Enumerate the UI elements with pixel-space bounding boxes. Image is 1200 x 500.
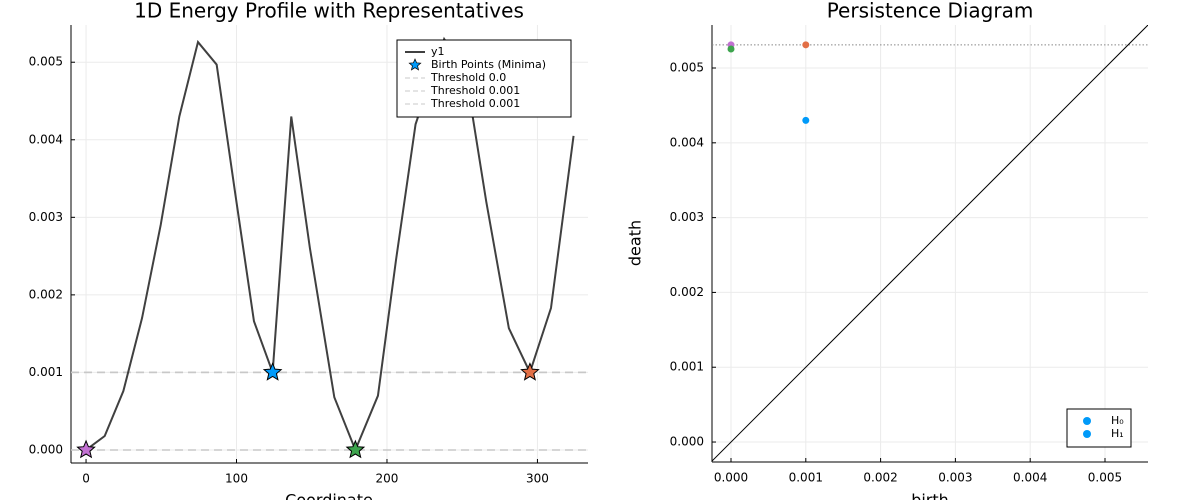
- y-tick-label: 0.001: [29, 365, 63, 379]
- legend-label: y1: [431, 45, 445, 58]
- y-tick-label: 0.005: [29, 55, 63, 69]
- legend-label: Threshold 0.001: [430, 84, 520, 97]
- chart-title: Persistence Diagram: [827, 0, 1034, 23]
- point: [802, 41, 810, 49]
- y-tick-label: 0.002: [670, 285, 704, 299]
- x-tick-label: 0.002: [863, 471, 897, 485]
- star-marker: [262, 362, 283, 381]
- line: [85, 36, 575, 453]
- legend-swatch: [1083, 417, 1091, 425]
- point: [802, 116, 810, 124]
- y-tick-label: 0.003: [29, 210, 63, 224]
- legend-swatch: [1083, 430, 1091, 438]
- legend-swatch: [408, 58, 422, 71]
- x-tick-label: 300: [526, 472, 549, 486]
- y-axis-label: death: [626, 220, 645, 266]
- legend-box: [396, 39, 572, 118]
- y-tick-label: 0.000: [670, 435, 704, 449]
- x-tick-label: 0.003: [938, 471, 972, 485]
- x-tick-label: 200: [376, 472, 399, 486]
- y-tick-label: 0.000: [29, 442, 63, 456]
- legend-box: [1066, 408, 1132, 448]
- y-tick-label: 0.005: [670, 61, 704, 75]
- chart-title: 1D Energy Profile with Representatives: [134, 0, 524, 23]
- x-tick-label: 100: [225, 472, 248, 486]
- star-marker: [76, 439, 96, 459]
- legend-label: Birth Points (Minima): [431, 58, 546, 71]
- plot-area: [712, 25, 1148, 462]
- star-marker: [345, 439, 366, 459]
- x-axis-label: Coordinate: [285, 491, 373, 500]
- y-tick-label: 0.001: [670, 360, 704, 374]
- x-tick-label: 0: [82, 472, 90, 486]
- x-axis-label: birth: [911, 491, 949, 500]
- legend-label: Threshold 0.0: [430, 71, 506, 84]
- y-tick-label: 0.002: [29, 287, 63, 301]
- diagonal: [712, 25, 1148, 462]
- star-marker: [520, 362, 540, 381]
- x-tick-label: 0.001: [789, 471, 823, 485]
- y-tick-label: 0.004: [670, 135, 704, 149]
- x-tick-label: 0.000: [714, 471, 748, 485]
- y-tick-label: 0.004: [29, 132, 63, 146]
- plot-area: [71, 36, 588, 459]
- legend-label: Threshold 0.001: [430, 97, 520, 110]
- y-tick-label: 0.003: [670, 210, 704, 224]
- x-tick-label: 0.004: [1013, 471, 1047, 485]
- point: [727, 45, 735, 53]
- legend-label: H₁: [1111, 427, 1124, 440]
- legend-label: H₀: [1111, 414, 1124, 427]
- x-tick-label: 0.005: [1088, 471, 1122, 485]
